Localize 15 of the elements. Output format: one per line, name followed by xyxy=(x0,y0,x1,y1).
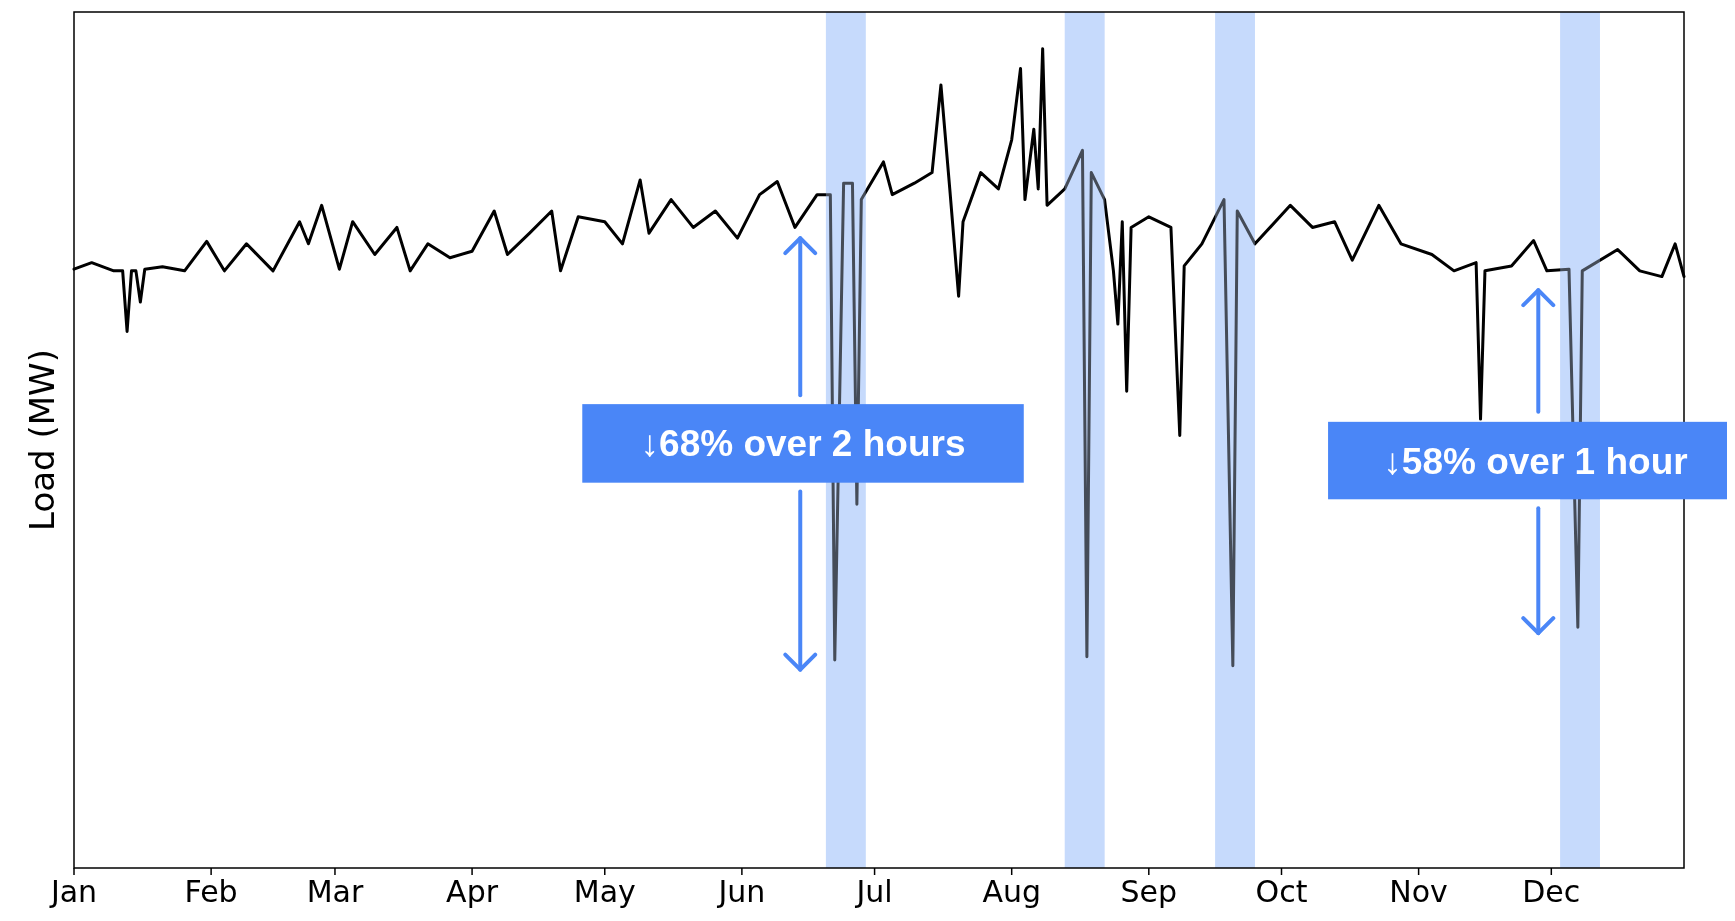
x-tick-label: May xyxy=(573,874,636,909)
x-tick-label: Dec xyxy=(1522,874,1581,909)
x-tick-label: Oct xyxy=(1255,874,1308,909)
x-tick-label: Nov xyxy=(1389,874,1448,909)
x-tick-label: Sep xyxy=(1120,874,1178,909)
annotation: ↓68% over 2 hours xyxy=(640,423,966,465)
x-tick-label: Mar xyxy=(306,874,364,909)
annotation: ↓58% over 1 hour xyxy=(1383,440,1688,482)
x-tick-label: Jul xyxy=(854,874,893,909)
x-tick-label: Jun xyxy=(716,874,766,909)
x-tick-label: Feb xyxy=(184,874,238,909)
x-tick-label: Jan xyxy=(48,874,98,909)
x-tick-label: Apr xyxy=(446,874,499,909)
y-axis-title: Load (MW) xyxy=(22,349,62,531)
x-tick-label: Aug xyxy=(982,874,1041,909)
